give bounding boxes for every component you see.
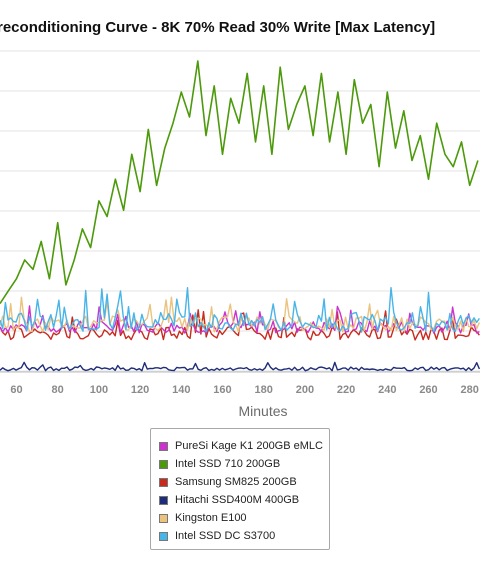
legend-item[interactable]: PureSi Kage K1 200GB eMLC — [159, 438, 323, 454]
legend-item[interactable]: Intel SSD 710 200GB — [159, 456, 280, 472]
series-line-3 — [0, 361, 480, 372]
x-tick-label: 220 — [337, 384, 355, 396]
legend-swatch — [159, 513, 168, 523]
x-tick-label: 80 — [52, 384, 64, 396]
legend-item[interactable]: Samsung SM825 200GB — [159, 474, 297, 490]
series-line-1 — [0, 60, 479, 305]
series-line-5 — [0, 287, 480, 333]
x-tick-label: 260 — [419, 384, 437, 396]
legend-label: Intel SSD 710 200GB — [175, 458, 281, 470]
x-tick-label: 120 — [131, 384, 149, 396]
legend-label: Samsung SM825 200GB — [175, 476, 297, 488]
legend: PureSi Kage K1 200GB eMLC Intel SSD 710 2… — [150, 428, 330, 550]
chart-title: Preconditioning Curve - 8K 70% Read 30% … — [0, 19, 436, 36]
x-tick-label: 100 — [90, 384, 108, 396]
x-tick-label: 180 — [255, 384, 273, 396]
x-tick-label: 240 — [378, 384, 396, 396]
legend-swatch — [159, 459, 168, 469]
legend-swatch — [159, 441, 168, 451]
x-tick-label: 140 — [172, 384, 190, 396]
x-tick-label: 280 — [461, 384, 479, 396]
x-axis-label: Minutes — [238, 403, 288, 419]
x-tick-label: 200 — [296, 384, 314, 396]
plot-area: 60 80 100 120 140 160 180 200 220 240 260 280 — [0, 50, 480, 396]
legend-label: Kingston E100 — [175, 512, 247, 524]
legend-label: PureSi Kage K1 200GB eMLC — [175, 440, 323, 452]
legend-swatch — [159, 495, 168, 505]
legend-item[interactable]: Hitachi SSD400M 400GB — [159, 492, 299, 508]
legend-item[interactable]: Intel SSD DC S3700 — [159, 528, 275, 544]
legend-label: Intel SSD DC S3700 — [175, 530, 276, 542]
x-tick-label: 60 — [10, 384, 22, 396]
legend-swatch — [159, 531, 168, 541]
legend-label: Hitachi SSD400M 400GB — [175, 494, 300, 506]
legend-swatch — [159, 477, 168, 487]
legend-item[interactable]: Kingston E100 — [159, 510, 247, 526]
series-line-4 — [0, 296, 480, 333]
x-tick-label: 160 — [213, 384, 231, 396]
